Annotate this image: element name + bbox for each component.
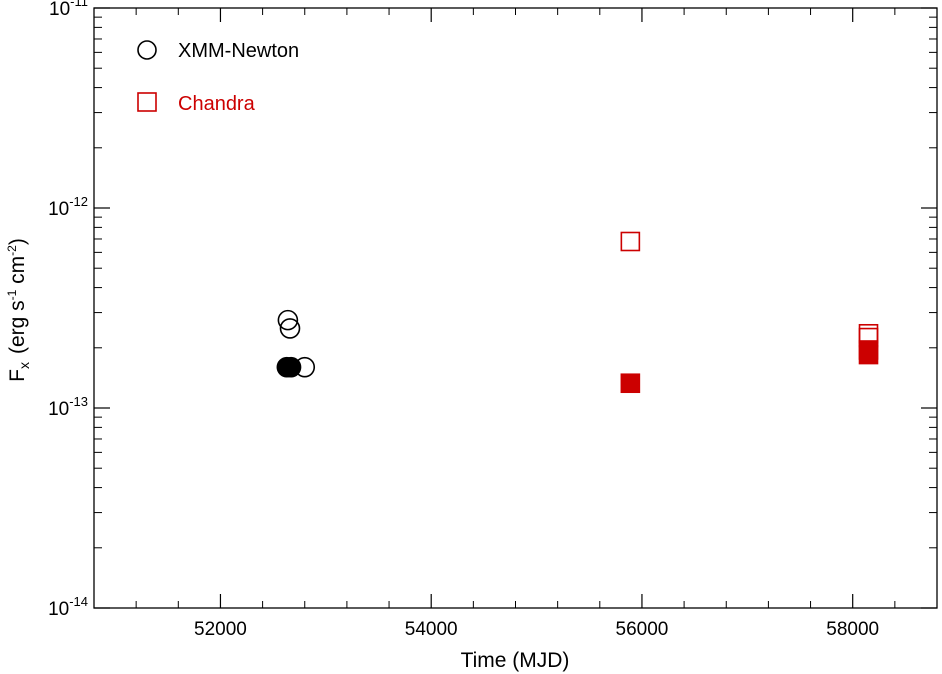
legend: XMM-Newton Chandra (137, 40, 299, 115)
y-tick-label: 10-13 (48, 394, 88, 420)
legend-marker-chandra (137, 92, 157, 112)
y-axis-title-units-close: ) (6, 238, 29, 245)
y-tick-label: 10-14 (48, 594, 88, 620)
y-axis-title-exp1: -1 (5, 289, 19, 300)
legend-marker-xmm-newton (137, 40, 157, 60)
y-axis-title-sub: x (16, 362, 32, 369)
x-tick-label: 54000 (405, 619, 458, 640)
x-tick-label: 58000 (826, 619, 879, 640)
y-axis-title-exp2: -2 (5, 245, 19, 256)
chandra-point-filled (858, 344, 879, 365)
chandra-point-open (858, 323, 879, 344)
legend-label-chandra: Chandra (178, 93, 256, 115)
y-axis-title-units-mid: cm (6, 256, 29, 290)
y-axis-title: Fx (erg s-1 cm-2) (5, 238, 32, 382)
xmm-newton-point-open (294, 356, 316, 378)
chandra-point-open (620, 231, 641, 252)
y-axis-ticks: 10-11 10-12 10-13 10-14 (48, 0, 937, 620)
xmm-newton-point-open (279, 318, 301, 339)
x-tick-label: 52000 (194, 619, 247, 640)
x-tick-label: 56000 (616, 619, 669, 640)
x-axis-ticks: 52000 54000 56000 58000 (93, 8, 938, 640)
y-axis-title-units-open: (erg s (6, 300, 29, 354)
y-tick-label: 10-12 (48, 194, 88, 220)
data-points (276, 231, 879, 394)
y-axis-title-main: F (6, 369, 29, 382)
x-axis-title: Time (MJD) (461, 649, 570, 672)
y-tick-label: 10-11 (49, 0, 88, 20)
xmm-newton-point-open (277, 309, 299, 331)
legend-label-xmm-newton: XMM-Newton (178, 40, 299, 62)
chandra-point-filled (620, 373, 641, 394)
